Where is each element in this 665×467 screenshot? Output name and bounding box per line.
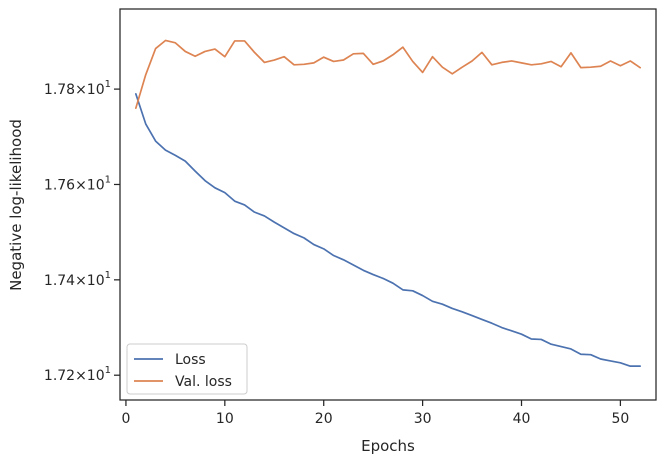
series-layer (134, 39, 642, 367)
y-axis-label: Negative log-likelihood (7, 119, 25, 291)
y-tick-label: 1.76×101 (44, 174, 111, 193)
x-tick-label: 10 (216, 411, 234, 427)
y-tick-label: 1.72×101 (44, 365, 111, 384)
y-tick-label: 1.78×101 (44, 79, 111, 98)
series-line-loss (134, 93, 642, 367)
ticks-layer: 0 10 20 30 40 50 1.72×101 1.74×101 1.76×101 1.78×… (44, 79, 629, 427)
y-tick-label: 1.74×101 (44, 270, 111, 289)
legend-label-loss: Loss (175, 352, 206, 368)
plot-frame (119, 8, 657, 401)
x-tick-label: 40 (513, 411, 531, 427)
legend: Loss Val. loss (126, 343, 248, 395)
x-tick-label: 50 (611, 411, 629, 427)
x-tick-label: 20 (315, 411, 333, 427)
x-tick-label: 0 (121, 411, 130, 427)
x-axis-label: Epochs (361, 437, 415, 455)
x-tick-label: 30 (414, 411, 432, 427)
plot-area (120, 9, 656, 400)
series-line-val-loss (134, 39, 642, 110)
legend-label-val-loss: Val. loss (175, 374, 232, 390)
